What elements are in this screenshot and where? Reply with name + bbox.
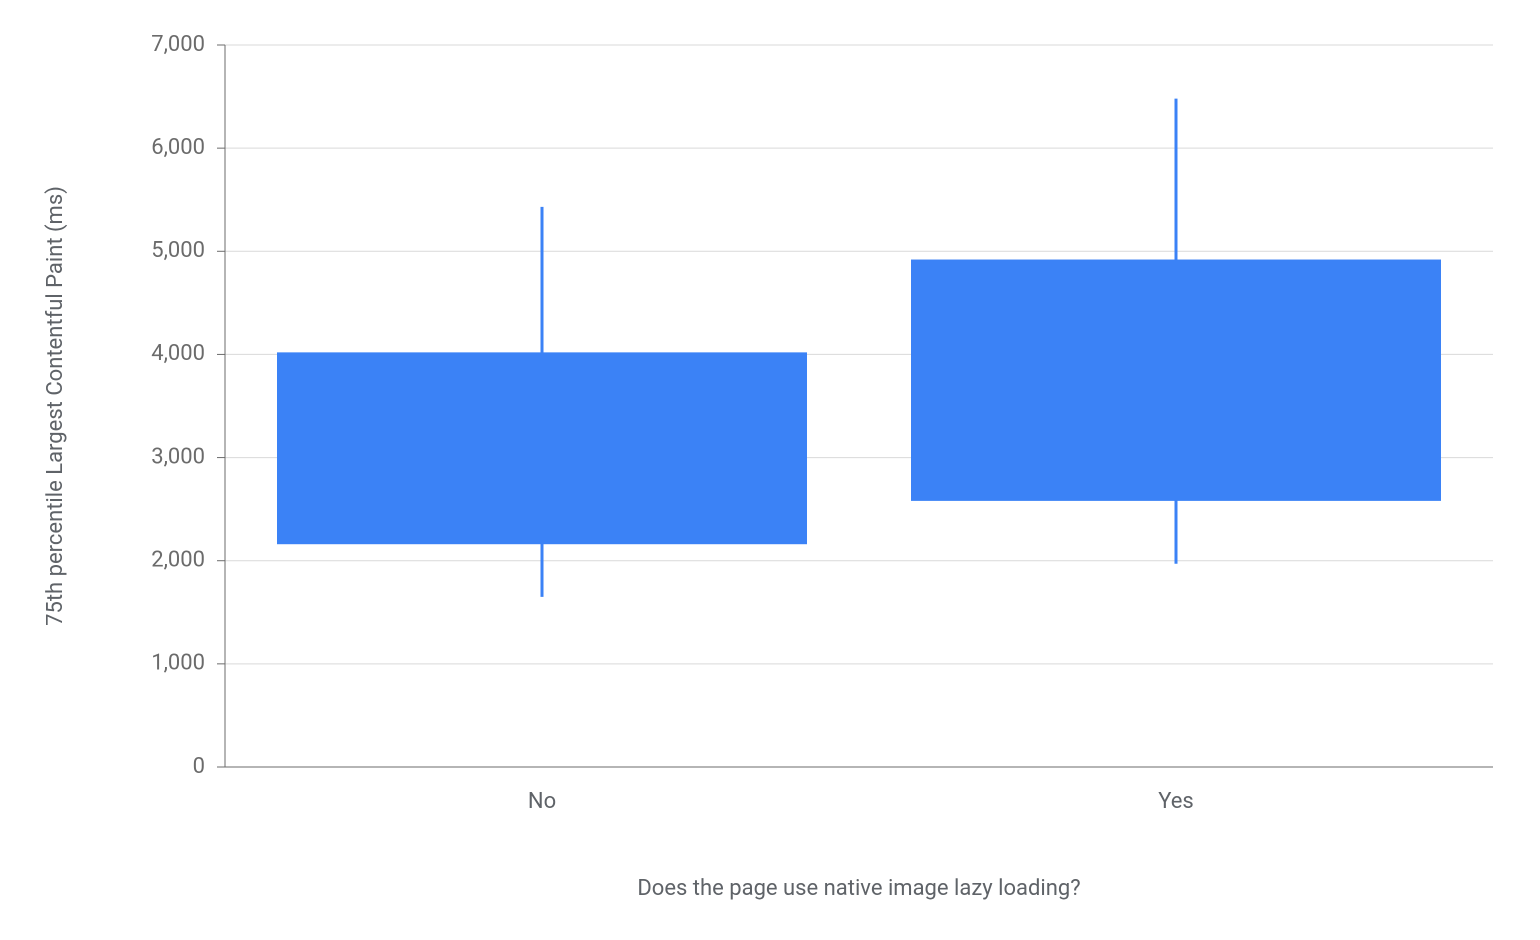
x-category-label: No — [528, 789, 556, 814]
y-tick-label: 0 — [193, 754, 205, 779]
x-category-label: Yes — [1158, 789, 1194, 814]
y-tick-label: 4,000 — [151, 341, 205, 366]
boxplot-chart: 0 1,000 2,000 3,000 4,000 5,000 6,000 7,000 No Ye… — [0, 0, 1540, 940]
y-tick-label: 5,000 — [151, 238, 205, 263]
y-tick-label: 3,000 — [151, 444, 205, 469]
y-tick-label: 2,000 — [151, 548, 205, 573]
box-iqr — [277, 352, 807, 544]
y-tick-label: 1,000 — [151, 651, 205, 676]
box-iqr — [911, 260, 1441, 501]
chart-svg: 0 1,000 2,000 3,000 4,000 5,000 6,000 7,000 No Ye… — [0, 0, 1540, 940]
y-tick-label: 6,000 — [151, 135, 205, 160]
y-axis-title: 75th percentile Largest Contentful Paint… — [43, 186, 68, 626]
x-axis-title: Does the page use native image lazy load… — [637, 876, 1080, 901]
y-tick-label: 7,000 — [151, 32, 205, 57]
